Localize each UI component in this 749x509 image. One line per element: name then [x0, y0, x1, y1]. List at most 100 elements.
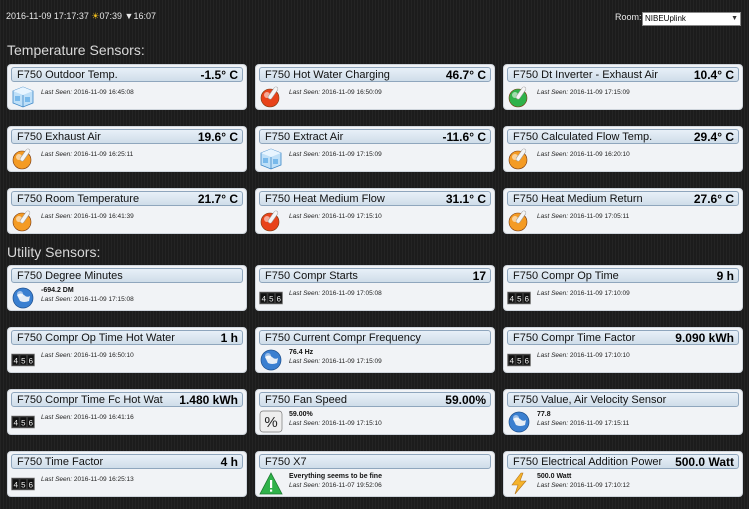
sensor-name: F750 Time Factor	[17, 456, 104, 468]
sensor-name: F750 Extract Air	[265, 131, 344, 143]
last-seen: Last Seen: 2016-11-09 17:15:09	[537, 89, 630, 96]
globe-icon	[507, 410, 531, 433]
temperature-card[interactable]: F750 Heat Medium Return 27.6° C Last Seen:…	[503, 188, 743, 234]
utility-card[interactable]: F750 Compr Time Fc Hot Wat 1.480 kWh 4 5 6 La…	[7, 389, 247, 435]
utility-card[interactable]: F750 X7 Everything seems to be fine Last S…	[255, 451, 495, 497]
utility-card[interactable]: F750 Compr Op Time Hot Water 1 h 4 5 6 Last S…	[7, 327, 247, 373]
sun-icon: ☀	[91, 11, 100, 21]
last-seen: Last Seen: 2016-11-09 16:25:11	[41, 151, 133, 158]
card-header: F750 Electrical Addition Power 500.0 Watt	[507, 454, 739, 469]
chevron-down-icon: ▼	[731, 15, 738, 22]
utility-card[interactable]: F750 Value, Air Velocity Sensor 77.8 Last …	[503, 389, 743, 435]
sensor-detail: 59.00%	[289, 411, 313, 418]
svg-text:6: 6	[276, 296, 281, 305]
last-seen-label: Last Seen:	[289, 358, 321, 365]
temperature-card[interactable]: F750 Hot Water Charging 46.7° C Last Seen:…	[255, 64, 495, 110]
room-select[interactable]: NIBEUplink ▼	[642, 12, 741, 26]
last-seen: Last Seen: 2016-11-09 16:50:10	[41, 352, 134, 359]
svg-text:6: 6	[28, 358, 33, 367]
sensor-value: 1 h	[220, 331, 238, 345]
lightning-icon	[507, 472, 531, 495]
temperature-card[interactable]: F750 Calculated Flow Temp. 29.4° C Last Se…	[503, 126, 743, 172]
last-seen: Last Seen: 2016-11-09 17:15:08	[41, 296, 134, 303]
last-seen-label: Last Seen:	[289, 420, 321, 427]
last-seen-label: Last Seen:	[289, 151, 321, 158]
utility-card[interactable]: F750 Compr Starts 17 4 5 6 Last Seen: 2016-11…	[255, 265, 495, 311]
last-seen-time: 2016-11-09 17:15:08	[73, 296, 134, 303]
sensor-value: -1.5° C	[200, 68, 238, 82]
sensor-value: 9.090 kWh	[675, 331, 734, 345]
temperature-card[interactable]: F750 Room Temperature 21.7° C Last Seen: 2…	[7, 188, 247, 234]
last-seen-time: 2016-11-09 16:45:08	[73, 89, 134, 96]
last-seen-time: 2016-11-09 17:10:12	[569, 482, 630, 489]
sensor-value: 31.1° C	[445, 192, 486, 206]
last-seen-label: Last Seen:	[537, 352, 569, 359]
utility-card[interactable]: F750 Fan Speed 59.00%% 59.00% Last Seen: 20…	[255, 389, 495, 435]
sensor-name: F750 Compr Starts	[265, 270, 358, 282]
last-seen: Last Seen: 2016-11-09 17:10:12	[537, 482, 630, 489]
svg-text:4: 4	[13, 358, 18, 367]
red-thermometer-icon	[259, 85, 283, 108]
svg-text:4: 4	[509, 358, 514, 367]
last-seen-time: 2016-11-09 16:25:13	[73, 476, 134, 483]
svg-text:4: 4	[13, 482, 18, 491]
room-select-value: NIBEUplink	[645, 14, 686, 23]
svg-text:5: 5	[517, 358, 522, 367]
sensor-name: F750 Degree Minutes	[17, 270, 123, 282]
utility-card[interactable]: F750 Compr Op Time 9 h 4 5 6 Last Seen: 2016-…	[503, 265, 743, 311]
last-seen-label: Last Seen:	[537, 213, 569, 220]
utility-card[interactable]: F750 Electrical Addition Power 500.0 Watt…	[503, 451, 743, 497]
sensor-detail: -694.2 DM	[41, 287, 74, 294]
last-seen: Last Seen: 2016-11-09 17:10:09	[537, 290, 630, 297]
sensor-value: 500.0 Watt	[675, 455, 734, 469]
last-seen-time: 2016-11-09 17:15:09	[569, 89, 630, 96]
sensor-detail: 500.0 Watt	[537, 473, 572, 480]
utility-card[interactable]: F750 Time Factor 4 h 4 5 6 Last Seen: 2016-11…	[7, 451, 247, 497]
svg-text:4: 4	[261, 296, 266, 305]
utility-card[interactable]: F750 Compr Time Factor 9.090 kWh 4 5 6 Last S…	[503, 327, 743, 373]
sensor-name: F750 Electrical Addition Power	[513, 456, 663, 468]
last-seen: Last Seen: 2016-11-09 16:41:16	[41, 414, 134, 421]
card-header: F750 Dt Inverter - Exhaust Air 10.4° C	[507, 67, 739, 82]
sunset-time: 16:07	[133, 11, 156, 21]
utility-card[interactable]: F750 Degree Minutes -694.2 DM Last Seen: 2…	[7, 265, 247, 311]
sensor-name: F750 Exhaust Air	[17, 131, 101, 143]
temperature-card[interactable]: F750 Heat Medium Flow 31.1° C Last Seen: 2…	[255, 188, 495, 234]
temperature-card[interactable]: F750 Exhaust Air 19.6° C Last Seen: 2016-1…	[7, 126, 247, 172]
sensor-name: F750 Fan Speed	[265, 394, 347, 406]
card-header: F750 Time Factor 4 h	[11, 454, 243, 469]
last-seen-label: Last Seen:	[41, 151, 73, 158]
last-seen: Last Seen: 2016-11-09 16:25:13	[41, 476, 134, 483]
sensor-name: F750 Heat Medium Return	[513, 193, 643, 205]
sunrise-time: 07:39	[99, 11, 123, 21]
utility-card[interactable]: F750 Current Compr Frequency 76.4 Hz Last …	[255, 327, 495, 373]
card-header: F750 Degree Minutes	[11, 268, 243, 283]
sensor-name: F750 Outdoor Temp.	[17, 69, 118, 81]
last-seen-time: 2016-11-09 17:15:10	[321, 213, 382, 220]
down-triangle-icon: ▼	[124, 11, 134, 21]
sensor-name: F750 X7	[265, 456, 307, 468]
svg-text:5: 5	[21, 482, 26, 491]
last-seen-time: 2016-11-09 17:05:11	[569, 213, 630, 220]
sensor-name: F750 Compr Time Factor	[513, 332, 636, 344]
card-header: F750 Compr Op Time Hot Water 1 h	[11, 330, 243, 345]
sensor-name: F750 Compr Time Fc Hot Wat	[17, 394, 163, 406]
last-seen-label: Last Seen:	[537, 151, 569, 158]
sensor-detail: 76.4 Hz	[289, 349, 314, 356]
sensor-detail: Everything seems to be fine	[289, 473, 382, 480]
orange-thermometer-icon	[11, 147, 35, 170]
sensor-name: F750 Current Compr Frequency	[265, 332, 421, 344]
temperature-card[interactable]: F750 Outdoor Temp. -1.5° C Last Seen: 2016…	[7, 64, 247, 110]
green-thermometer-icon	[507, 85, 531, 108]
card-header: F750 Compr Time Fc Hot Wat 1.480 kWh	[11, 392, 243, 407]
temperature-card[interactable]: F750 Dt Inverter - Exhaust Air 10.4° C Las…	[503, 64, 743, 110]
temperature-card[interactable]: F750 Extract Air -11.6° C Last Seen: 2016-…	[255, 126, 495, 172]
sensor-name: F750 Compr Op Time Hot Water	[17, 332, 175, 344]
last-seen: Last Seen: 2016-11-09 16:50:09	[289, 89, 382, 96]
card-header: F750 Exhaust Air 19.6° C	[11, 129, 243, 144]
utility-section-title: Utility Sensors:	[7, 244, 101, 260]
sensor-name: F750 Dt Inverter - Exhaust Air	[513, 69, 658, 81]
